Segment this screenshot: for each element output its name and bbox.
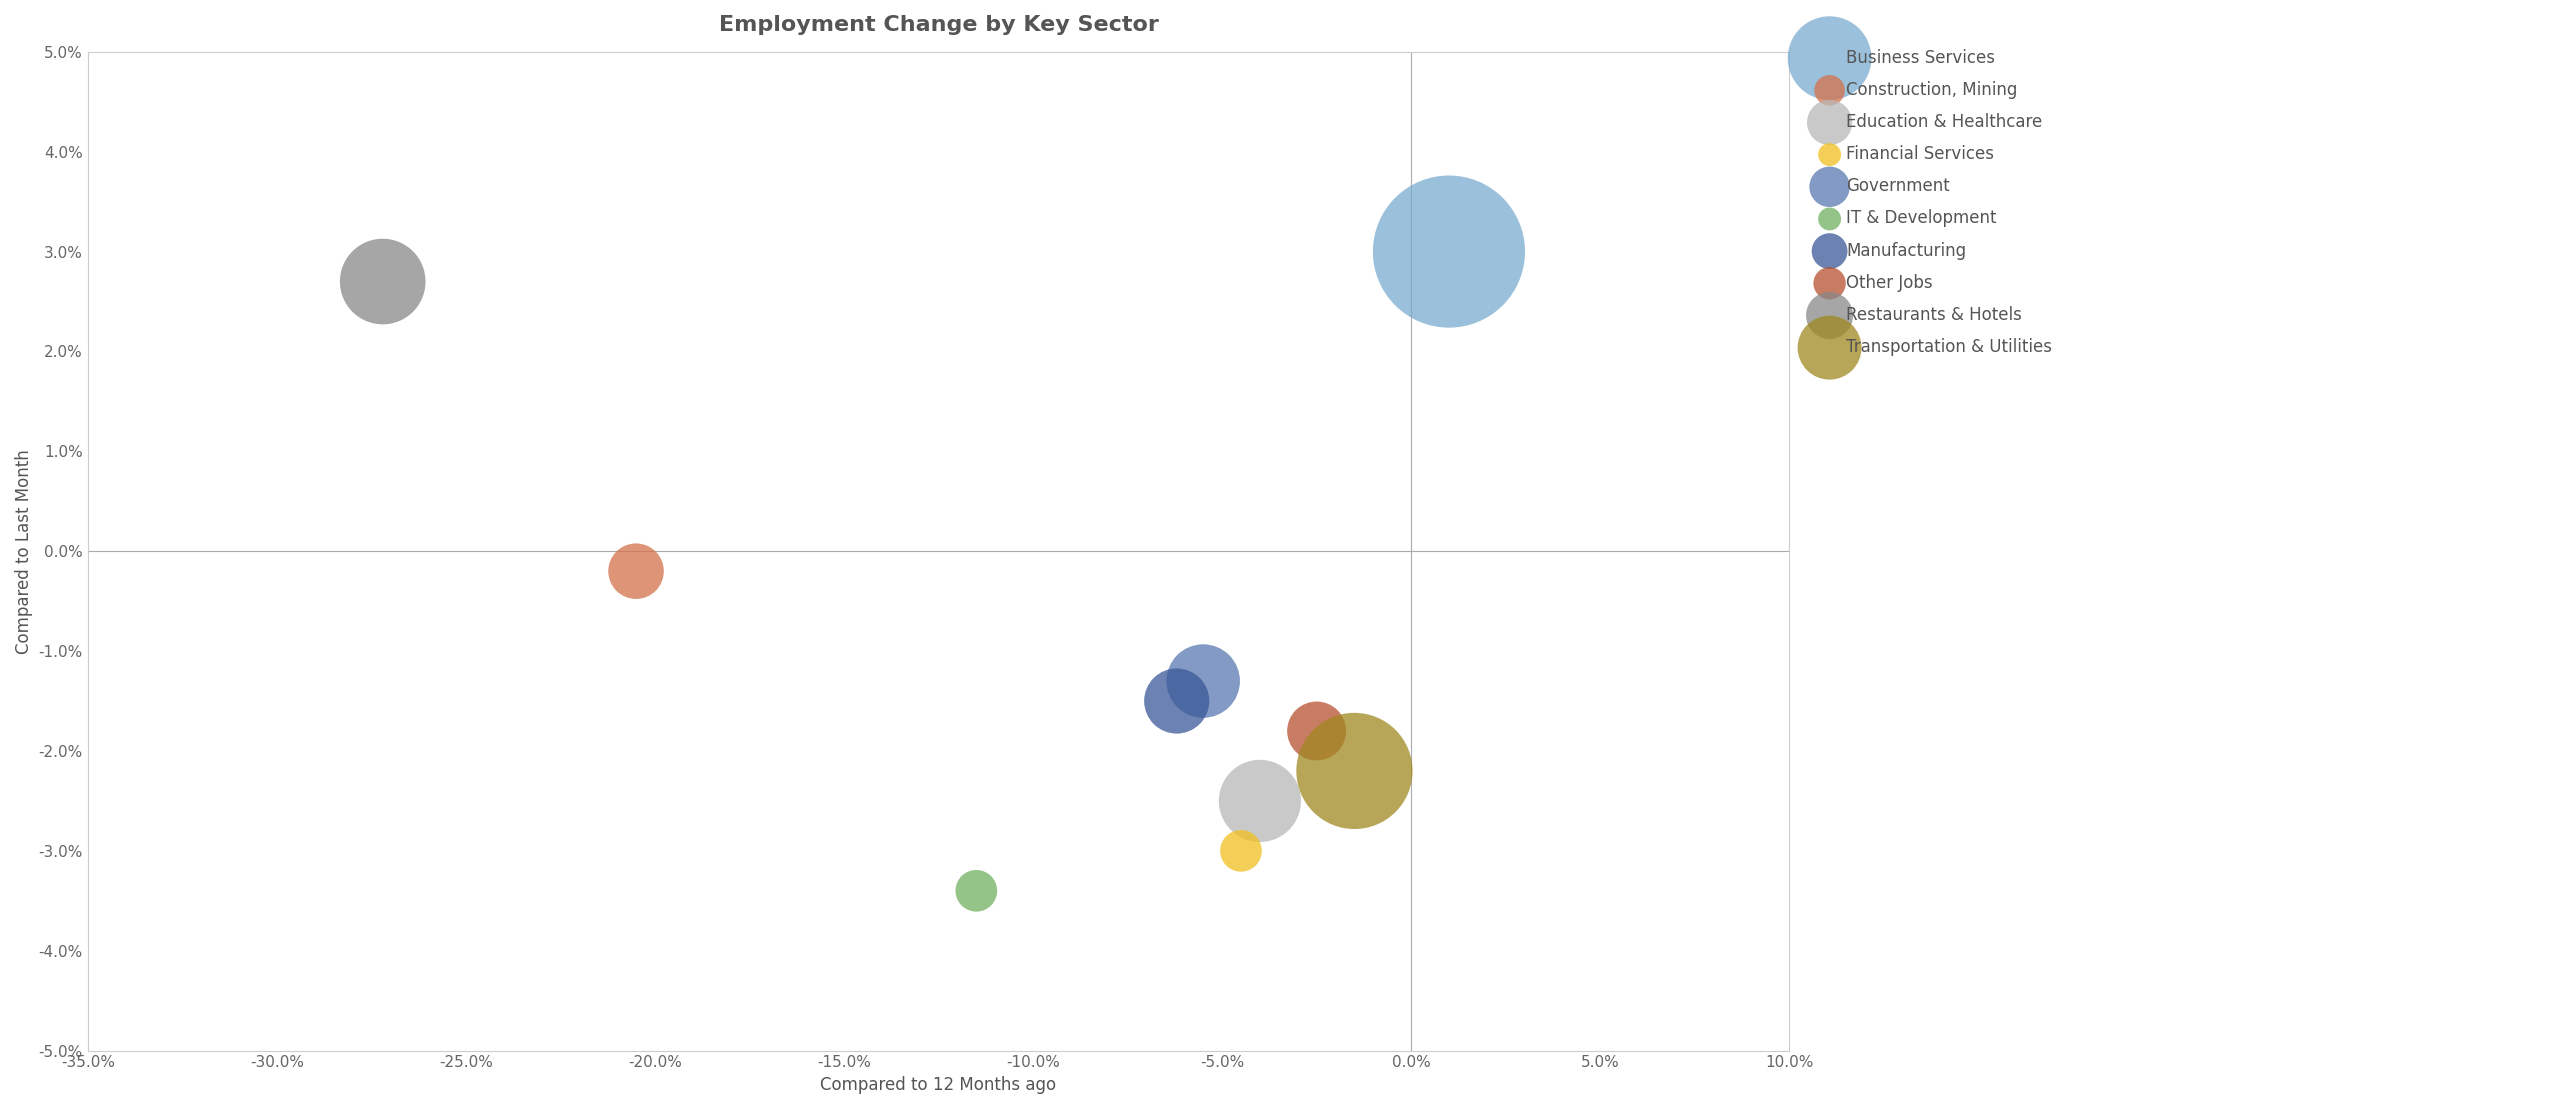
Legend: Business Services, Construction, Mining, Education & Healthcare, Financial Servi: Business Services, Construction, Mining,…: [1814, 40, 2060, 365]
IT & Development: [955, 882, 996, 899]
Business Services: [1429, 243, 1470, 261]
Y-axis label: Compared to Last Month: Compared to Last Month: [15, 449, 33, 653]
Restaurants & Hotels: [362, 273, 403, 291]
Transportation & Utilities: [1334, 762, 1375, 780]
Education & Healthcare: [1239, 792, 1280, 810]
X-axis label: Compared to 12 Months ago: Compared to 12 Months ago: [821, 1076, 1057, 1093]
Title: Employment Change by Key Sector: Employment Change by Key Sector: [718, 16, 1157, 35]
Financial Services: [1221, 842, 1262, 859]
Other Jobs: [1296, 722, 1337, 740]
Manufacturing: [1157, 692, 1198, 710]
Government: [1183, 672, 1224, 690]
Construction, Mining: [616, 562, 657, 580]
